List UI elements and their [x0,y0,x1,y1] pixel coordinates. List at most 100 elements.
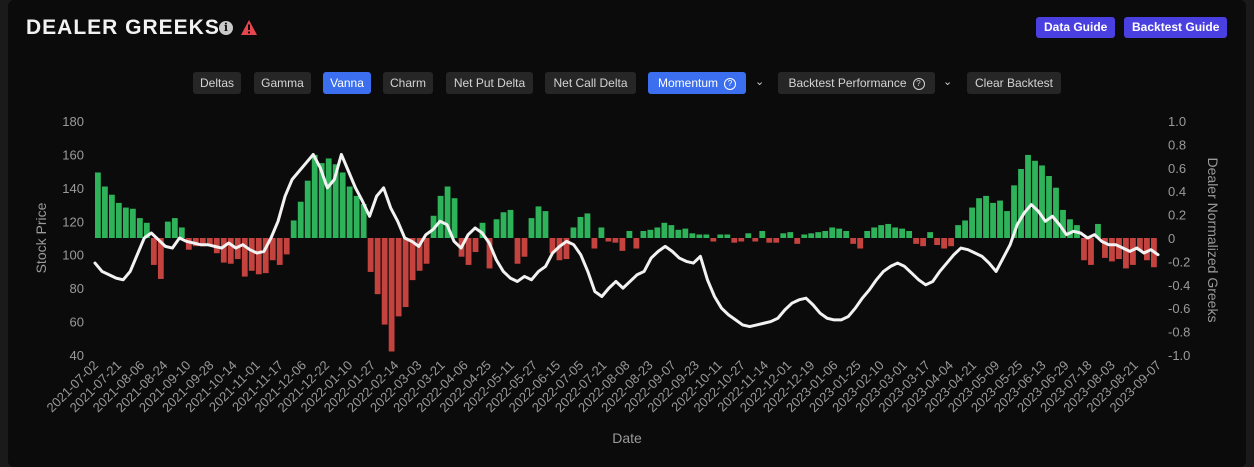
vanna-bar [423,238,430,264]
vanna-bar [283,238,290,255]
vanna-bar [955,225,961,238]
tab-gamma[interactable]: Gamma [254,72,311,94]
tab-deltas[interactable]: Deltas [193,72,241,94]
vanna-bar [297,201,304,238]
vanna-bar [696,234,703,238]
vanna-bar [143,222,150,238]
vanna-bar [668,225,675,238]
vanna-bar [815,232,822,238]
vanna-bar [1109,238,1115,262]
vanna-bar [171,218,178,238]
vanna-bar [479,222,486,238]
vanna-bar [773,238,780,243]
vanna-bar [780,233,787,238]
vanna-bar [598,227,605,238]
vanna-bar [136,218,143,238]
y-left-tick-label: 60 [70,315,84,330]
vanna-bar [857,238,864,249]
y-right-tick-label: 0 [1168,231,1175,246]
vanna-bar [759,230,766,238]
vanna-bar [486,238,493,269]
info-icon[interactable]: i [219,21,233,35]
tab-momentum-label: Momentum [657,76,719,90]
vanna-bar [150,238,157,265]
vanna-bar [976,198,982,238]
vanna-bar [220,238,227,263]
vanna-bar [388,238,395,352]
backtest-dropdown-chevron-icon[interactable]: ⌄ [943,76,953,88]
vanna-bar [738,238,745,242]
vanna-bar [514,238,521,264]
vanna-bar [1039,165,1045,238]
warning-triangle-icon[interactable] [241,20,257,35]
vanna-bar [878,225,885,238]
y-left-tick-label: 140 [62,181,84,196]
vanna-bar [1018,168,1024,238]
y-left-tick-label: 40 [70,348,84,363]
vanna-bar [157,238,164,279]
vanna-bar [962,220,968,238]
vanna-bar [864,230,871,238]
y-right-tick-label: 0.8 [1168,137,1186,152]
help-icon[interactable]: ? [912,77,925,90]
vanna-bar [948,238,954,247]
vanna-bar [591,238,598,249]
vanna-bar [325,158,332,238]
backtest-guide-button[interactable]: Backtest Guide [1124,17,1228,38]
y-left-tick-label: 160 [62,147,84,162]
y-right-tick-label: -0.8 [1168,325,1190,340]
y-right-tick-label: -0.4 [1168,278,1190,293]
y-right-tick-label: 0.6 [1168,161,1186,176]
vanna-bar [444,186,451,238]
vanna-bar [612,238,619,243]
vanna-bar [605,238,612,242]
vanna-bar [185,238,192,250]
tab-net-put-delta[interactable]: Net Put Delta [446,72,533,94]
vanna-bar [493,219,500,238]
vanna-bar [276,238,283,265]
tab-net-call-delta[interactable]: Net Call Delta [545,72,636,94]
data-guide-button[interactable]: Data Guide [1036,17,1116,38]
vanna-bar [1088,238,1094,265]
vanna-bar [451,198,458,238]
vanna-bar [178,227,185,238]
tab-backtest-performance-label: Backtest Performance [788,76,907,90]
vanna-bar [500,212,507,238]
tab-backtest-performance[interactable]: Backtest Performance? [778,72,935,94]
vanna-bar [640,230,647,238]
momentum-dropdown-chevron-icon[interactable]: ⌄ [755,76,765,88]
y-right-tick-label: -0.6 [1168,301,1190,316]
vanna-bar [920,238,927,247]
vanna-bar [164,221,171,238]
vanna-bar [689,233,696,238]
vanna-bar [1081,238,1087,261]
vanna-bar [752,238,759,242]
vanna-bar [682,228,689,238]
vanna-bar [997,200,1003,238]
vanna-bar [95,172,101,238]
vanna-bar [570,227,577,238]
vanna-bar [619,238,626,251]
tab-momentum[interactable]: Momentum? [648,72,746,94]
tab-clear-backtest[interactable]: Clear Backtest [967,72,1061,94]
vanna-bar [871,227,878,238]
vanna-bar [304,180,311,238]
vanna-bar [360,204,367,238]
y-right-tick-label: 1.0 [1168,114,1186,129]
tab-vanna[interactable]: Vanna [323,72,371,94]
vanna-bar [654,227,661,238]
vanna-bar [528,218,535,238]
help-icon[interactable]: ? [724,77,737,90]
vanna-bar [122,207,129,238]
vanna-bar [269,238,276,261]
y-right-tick-label: 0.4 [1168,184,1186,199]
vanna-bar [108,194,115,238]
vanna-bar [913,238,920,244]
y-left-axis-title: Stock Price [33,202,49,273]
tab-charm[interactable]: Charm [383,72,433,94]
vanna-bar [1053,187,1059,238]
vanna-bar [661,222,668,238]
y-right-axis-title: Dealer Normalized Greeks [1205,158,1221,323]
vanna-bar [983,195,989,238]
vanna-bar [409,238,416,281]
